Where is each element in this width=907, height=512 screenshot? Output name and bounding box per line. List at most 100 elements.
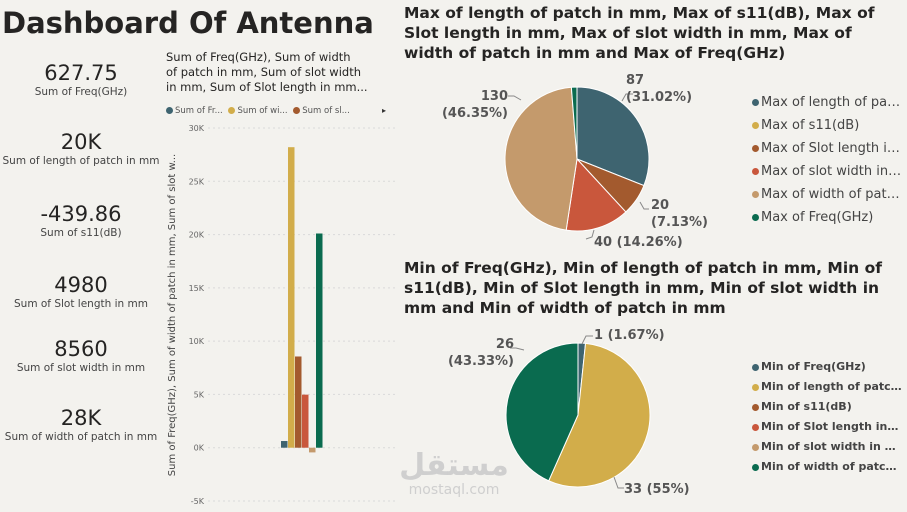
legend-label: Max of width of patch in mm bbox=[761, 187, 902, 202]
legend-label: Sum of wi... bbox=[237, 106, 288, 116]
kpi-value: 4980 bbox=[54, 273, 108, 297]
bar[interactable] bbox=[309, 447, 316, 453]
legend-label: Min of slot width in mm bbox=[761, 440, 902, 453]
kpi-card-length-of-patch[interactable]: 20K Sum of length of patch in mm bbox=[0, 129, 162, 167]
kpi-value: -439.86 bbox=[40, 202, 122, 226]
kpi-label: Sum of slot width in mm bbox=[16, 362, 146, 374]
pie-top-label-percent: (31.02%) bbox=[626, 90, 692, 105]
legend-dot-icon bbox=[752, 168, 759, 175]
kpi-label: Sum of length of patch in mm bbox=[2, 155, 160, 167]
pie-slice[interactable] bbox=[565, 157, 627, 232]
y-tick-label: 0K bbox=[194, 444, 205, 453]
legend-item[interactable]: Max of slot width in mm bbox=[752, 160, 902, 183]
pie-slice[interactable] bbox=[548, 342, 651, 488]
legend-label: Min of length of patch in mm bbox=[761, 380, 902, 393]
pie-bottom-label-value: 26 bbox=[496, 337, 514, 352]
pie-top-leaders bbox=[508, 93, 649, 240]
y-tick-label: 15K bbox=[189, 284, 205, 293]
bar[interactable] bbox=[295, 356, 302, 448]
legend-dot-icon bbox=[752, 191, 759, 198]
y-tick-label: 20K bbox=[189, 231, 205, 240]
pie-top-label-percent: (46.35%) bbox=[442, 106, 508, 121]
pie-top-title: Max of length of patch in mm, Max of s11… bbox=[404, 4, 875, 62]
legend-dot-icon bbox=[752, 363, 759, 371]
pie-bottom-label: 1 (1.67%) bbox=[594, 328, 665, 343]
legend-dot-icon bbox=[752, 214, 759, 221]
legend-dot-icon bbox=[166, 107, 173, 114]
watermark-arabic: مستقل bbox=[399, 448, 509, 483]
kpi-value: 8560 bbox=[54, 337, 108, 361]
dashboard-title: Dashboard Of Antenna bbox=[2, 6, 374, 40]
kpi-value: 28K bbox=[60, 406, 102, 430]
legend-item[interactable]: Max of width of patch in mm bbox=[752, 183, 902, 206]
legend-next-arrow-icon[interactable]: ▸ bbox=[382, 106, 387, 115]
kpi-label: Sum of s11(dB) bbox=[40, 227, 122, 239]
kpi-label: Sum of Slot length in mm bbox=[14, 298, 148, 310]
kpi-card-s11[interactable]: -439.86 Sum of s11(dB) bbox=[0, 201, 162, 239]
legend-item[interactable]: Min of slot width in mm bbox=[752, 437, 902, 457]
pie-top-label: 40 (14.26%) bbox=[594, 235, 683, 250]
y-tick-label: 5K bbox=[194, 390, 205, 399]
legend-dot-icon bbox=[752, 403, 759, 411]
pie-top-slices bbox=[504, 86, 650, 232]
legend-item[interactable]: Min of s11(dB) bbox=[752, 397, 902, 417]
watermark-logo: مستقل mostaql.com bbox=[396, 448, 512, 499]
kpi-card-freq[interactable]: 627.75 Sum of Freq(GHz) bbox=[0, 60, 162, 98]
pie-slice[interactable] bbox=[576, 86, 650, 187]
legend-item[interactable]: Min of width of patch in mm bbox=[752, 457, 902, 477]
legend-item[interactable]: Min of length of patch in mm bbox=[752, 377, 902, 397]
legend-dot-icon bbox=[752, 443, 759, 451]
legend-item[interactable]: Min of Slot length in mm bbox=[752, 417, 902, 437]
legend-label: Min of Freq(GHz) bbox=[761, 360, 866, 373]
pie-slice[interactable] bbox=[504, 86, 578, 231]
bar-chart-bars bbox=[281, 147, 323, 453]
legend-label: Max of slot width in mm bbox=[761, 164, 902, 179]
legend-item[interactable]: Sum of Fr... bbox=[166, 106, 223, 116]
legend-dot-icon bbox=[752, 463, 759, 471]
pie-bottom-slices bbox=[505, 342, 651, 488]
bar-chart-ylabel: Sum of Freq(GHz), Sum of width of patch … bbox=[167, 154, 178, 476]
bar[interactable] bbox=[288, 147, 295, 448]
pie-top-label-value: 20 bbox=[651, 198, 669, 213]
legend-item[interactable]: Min of Freq(GHz) bbox=[752, 357, 902, 377]
legend-label: Min of width of patch in mm bbox=[761, 460, 902, 473]
kpi-value: 627.75 bbox=[44, 61, 118, 85]
legend-label: Sum of Fr... bbox=[175, 106, 223, 116]
legend-item[interactable]: Max of s11(dB) bbox=[752, 114, 902, 137]
legend-label: Max of Slot length in mm bbox=[761, 141, 902, 156]
bar-chart-ticks: 30K 25K 20K 15K 10K 5K 0K -5K bbox=[189, 124, 205, 506]
bar-chart-grid bbox=[208, 127, 396, 502]
bar[interactable] bbox=[281, 441, 288, 448]
pie-bottom-label-percent: (43.33%) bbox=[448, 354, 514, 369]
kpi-card-width-of-patch[interactable]: 28K Sum of width of patch in mm bbox=[0, 405, 162, 443]
kpi-label: Sum of Freq(GHz) bbox=[34, 86, 128, 98]
legend-dot-icon bbox=[752, 145, 759, 152]
bar[interactable] bbox=[316, 233, 323, 448]
legend-dot-icon bbox=[752, 122, 759, 129]
kpi-card-slot-length[interactable]: 4980 Sum of Slot length in mm bbox=[0, 272, 162, 310]
legend-item[interactable]: Max of Slot length in mm bbox=[752, 137, 902, 160]
kpi-card-slot-width[interactable]: 8560 Sum of slot width in mm bbox=[0, 336, 162, 374]
legend-item[interactable]: Max of Freq(GHz) bbox=[752, 206, 902, 229]
legend-label: Min of s11(dB) bbox=[761, 400, 852, 413]
kpi-label: Sum of width of patch in mm bbox=[4, 431, 158, 443]
pie-bottom-chart: 1 (1.67%) 33 (55%) 26 (43.33%) bbox=[448, 328, 690, 497]
pie-bottom-leaders bbox=[510, 335, 624, 489]
watermark-latin: mostaql.com bbox=[408, 482, 500, 498]
legend-item[interactable]: Max of length of patch in mm bbox=[752, 91, 902, 114]
bar-chart: 30K 25K 20K 15K 10K 5K 0K -5K Sum of Freq(GHz),… bbox=[167, 124, 396, 506]
y-tick-label: -5K bbox=[191, 497, 205, 506]
legend-label: Max of length of patch in mm bbox=[761, 95, 902, 110]
bar-chart-legend: Sum of Fr... Sum of wi... Sum of sl... ▸ bbox=[166, 106, 394, 116]
pie-slice[interactable] bbox=[570, 86, 578, 160]
kpi-value: 20K bbox=[60, 130, 102, 154]
legend-label: Min of Slot length in mm bbox=[761, 420, 902, 433]
legend-dot-icon bbox=[752, 383, 759, 391]
legend-item[interactable]: Sum of sl... bbox=[293, 106, 350, 116]
legend-label: Max of Freq(GHz) bbox=[761, 210, 874, 225]
bar[interactable] bbox=[302, 394, 309, 448]
pie-top-label-value: 87 bbox=[626, 73, 644, 88]
legend-dot-icon bbox=[228, 107, 236, 114]
legend-item[interactable]: Sum of wi... bbox=[228, 106, 288, 116]
pie-slice[interactable] bbox=[505, 342, 579, 482]
